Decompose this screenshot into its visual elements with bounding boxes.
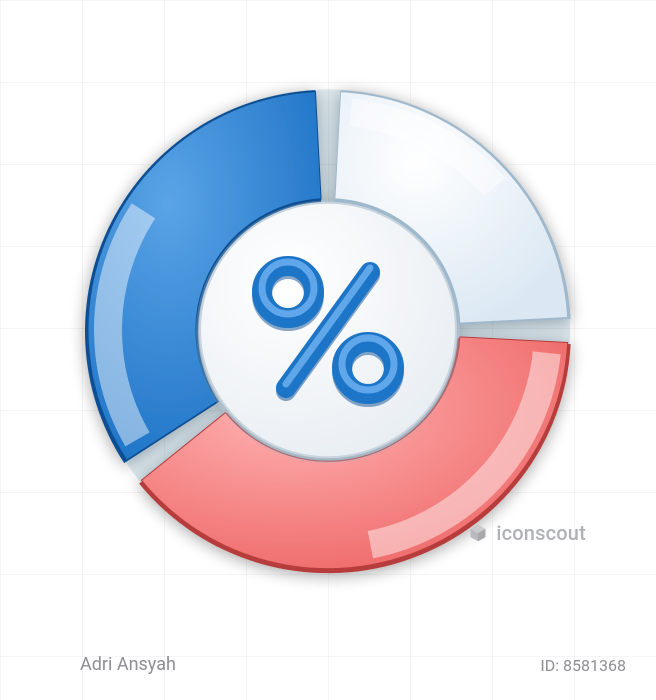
watermark: iconscout	[468, 521, 586, 545]
chart-stage	[0, 0, 656, 700]
asset-id: ID: 8581368	[540, 656, 626, 675]
author-credit: Adri Ansyah	[80, 654, 176, 675]
asset-id-label: ID:	[540, 656, 563, 675]
watermark-text: iconscout	[496, 521, 586, 545]
donut-chart	[0, 0, 656, 700]
asset-id-value: 8581368	[563, 656, 626, 675]
iconscout-logo-icon	[468, 523, 488, 543]
